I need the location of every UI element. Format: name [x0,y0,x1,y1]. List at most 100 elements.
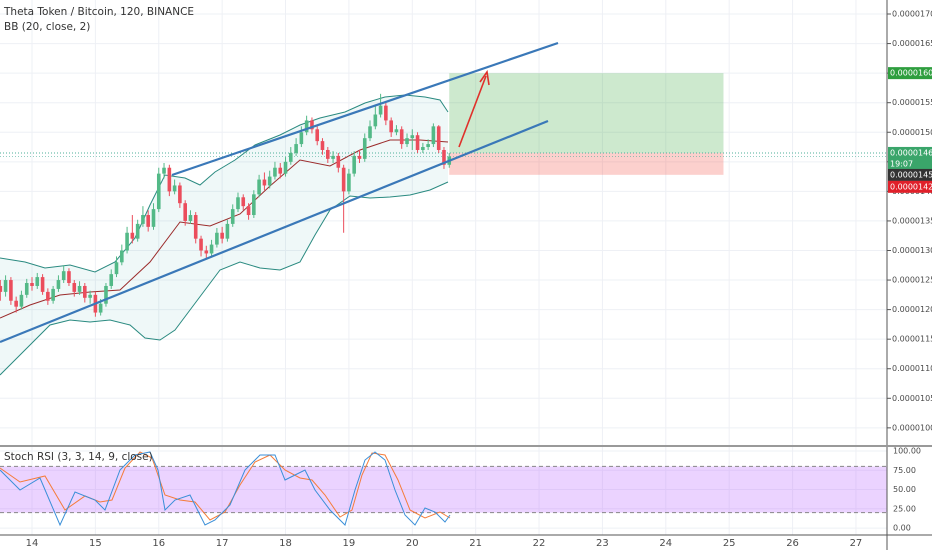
candle-body [336,155,341,168]
stop-label: 0.00001428 [890,182,932,191]
candle-body [141,215,145,224]
candles [0,93,452,317]
entry-label-bg [888,146,932,159]
candle-body [225,223,230,239]
candle-body [378,105,383,115]
osc-tick-label: 75.00 [893,466,916,475]
candle-body [241,197,246,207]
candle-body [46,291,50,301]
stop-label-bg [888,180,932,193]
y-tick-label: 0.00001150 [892,335,932,344]
candle-body [0,285,3,292]
candle-body [426,144,430,148]
candle-body [278,167,283,174]
x-tick-label: 20 [406,538,419,549]
channel-lower [0,119,549,344]
candle-body [368,126,372,139]
price-axis-bg [887,0,932,550]
candle-body [220,232,224,239]
candle-body [357,155,362,159]
arrow-head [479,69,490,86]
candle-body [415,135,420,150]
position [0,73,887,175]
candle-body [67,271,71,284]
arrow-shaft [458,75,487,148]
candle-body [114,262,119,275]
candle-body [341,167,346,192]
candle-body [283,161,288,174]
candle-body [436,126,441,150]
candle-body [246,206,251,216]
candle-body [389,120,393,133]
candle-body [209,244,214,254]
candle-body [352,155,356,174]
candle-body [24,283,29,295]
candle-body [109,274,114,286]
bollinger-basis [0,139,449,319]
x-tick-label: 26 [786,538,799,549]
y-tick-label: 0.00001650 [892,39,932,48]
x-tick-label: 14 [26,538,39,549]
candle-body [362,138,367,159]
candle-body [399,129,404,145]
indicator-label: BB (20, close, 2) [4,21,90,33]
candle-body [130,232,135,239]
candle-body [183,203,187,221]
candle-body [120,250,124,263]
candle-body [347,173,351,192]
candle-body [431,126,436,145]
candle-body [304,120,309,133]
candle-body [35,277,40,286]
candle-body [151,209,156,227]
y-tick-label: 0.00001250 [892,276,932,285]
y-tick-label: 0.00001550 [892,98,932,107]
oscillator-title: Stoch RSI (3, 3, 14, 9, close) [4,451,153,463]
candle-body [262,179,267,186]
y-tick-label: 0.00001100 [892,364,932,373]
x-tick-label: 22 [533,538,546,549]
axes: 14 15 16 17 18 19 20 21 22 23 24 25 26 27 0.00001700 0.… [26,10,932,549]
candle-body [394,129,399,133]
candle-body [230,209,235,224]
candle-body [77,285,82,292]
x-tick-label: 19 [343,538,356,549]
trend-lines [0,41,559,344]
x-tick-label: 24 [659,538,672,549]
profit-zone [449,73,724,153]
y-tick-label: 0.00001500 [892,128,932,137]
candle-body [135,223,140,239]
candle-body [3,280,8,292]
loss-zone [449,152,724,175]
osc-tick-label: 100.00 [893,447,921,456]
candle-body [98,303,103,313]
y-tick-label: 0.00001300 [892,246,932,255]
drawings [0,94,449,376]
stoch-k [0,451,451,527]
candle-body [162,167,166,174]
y-tick-label: 0.00001200 [892,305,932,314]
candle-body [204,250,209,254]
candle-body [299,132,304,145]
candle-body [83,285,87,298]
candle-body [320,141,325,150]
candle-body [125,232,129,251]
candle-body [199,238,203,251]
candle-body [30,283,34,286]
x-tick-label: 18 [279,538,292,549]
candle-body [14,300,18,307]
bollinger-upper [0,94,449,273]
target-label-bg [888,67,932,80]
candle-body [257,179,261,195]
x-tick-label: 25 [723,538,736,549]
candle-body [40,277,45,292]
candle-body [442,149,446,165]
candle-body [236,197,240,210]
osc-tick-label: 25.00 [893,504,916,513]
candle-body [410,135,415,139]
candle-body [56,280,61,289]
entry-label: 0.00001465 [890,148,932,157]
candle-body [252,194,256,216]
